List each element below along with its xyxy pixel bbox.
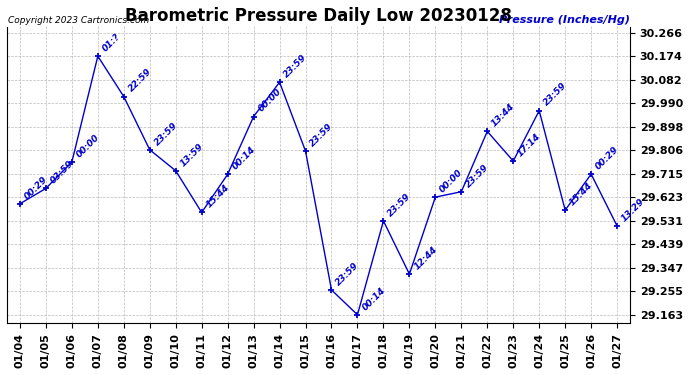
- Text: 23:59: 23:59: [334, 261, 361, 287]
- Text: 00:00: 00:00: [438, 168, 465, 194]
- Text: 23:59: 23:59: [152, 120, 179, 147]
- Text: 00:14: 00:14: [230, 145, 257, 172]
- Text: 23:59: 23:59: [282, 53, 309, 80]
- Text: 13:44: 13:44: [490, 102, 517, 129]
- Text: 00:29: 00:29: [23, 174, 49, 201]
- Text: 13:29: 13:29: [620, 196, 647, 223]
- Text: 12:44: 12:44: [412, 245, 439, 272]
- Text: 00:00: 00:00: [257, 87, 283, 114]
- Title: Barometric Pressure Daily Low 20230128: Barometric Pressure Daily Low 20230128: [125, 7, 512, 25]
- Text: 03:59: 03:59: [49, 159, 75, 186]
- Text: 23:59: 23:59: [542, 81, 569, 108]
- Text: 01:?: 01:?: [101, 32, 122, 53]
- Text: 00:14: 00:14: [360, 285, 387, 312]
- Text: 23:59: 23:59: [464, 162, 491, 189]
- Text: 15:44: 15:44: [568, 181, 595, 207]
- Text: 00:29: 00:29: [594, 145, 620, 171]
- Text: Copyright 2023 Cartronics.com: Copyright 2023 Cartronics.com: [8, 16, 149, 25]
- Text: 17:14: 17:14: [516, 132, 542, 158]
- Text: 22:59: 22:59: [126, 67, 153, 94]
- Text: 23:59: 23:59: [386, 192, 413, 218]
- Text: 13:59: 13:59: [179, 141, 205, 168]
- Text: Pressure (Inches/Hg): Pressure (Inches/Hg): [499, 15, 630, 25]
- Text: 23:59: 23:59: [308, 122, 335, 148]
- Text: 00:00: 00:00: [75, 133, 101, 159]
- Text: 15:44: 15:44: [204, 183, 231, 210]
